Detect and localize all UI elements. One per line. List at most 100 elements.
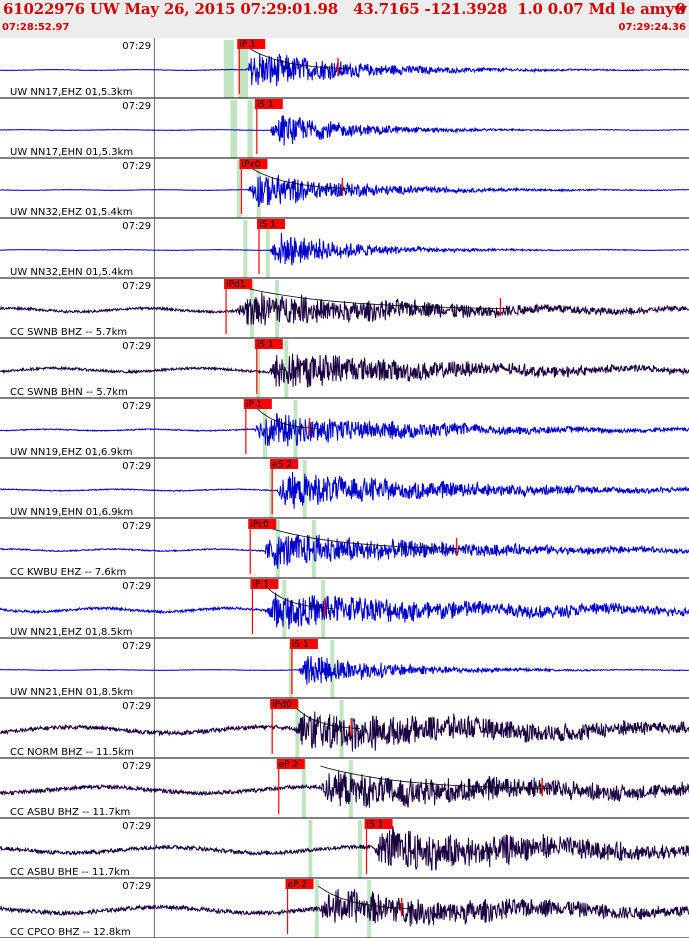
minute-tick-label: 07:29 <box>122 161 151 172</box>
station-label: UW NN19,EHN 01,6.9km <box>10 507 133 518</box>
pick-flag <box>364 819 393 829</box>
pick-flag <box>270 699 299 709</box>
coda-curve <box>318 885 411 909</box>
analysis-window <box>256 340 261 398</box>
pick-label: eP 2 <box>288 880 308 890</box>
minute-tick-label: 07:29 <box>122 761 151 772</box>
analysis-window <box>282 580 287 638</box>
pick-flag <box>254 99 283 109</box>
event-flag: 9 <box>675 0 686 18</box>
station-label: UW NN32,EHZ 01,5.4km <box>10 207 132 218</box>
station-label: UW NN19,EHZ 01,6.9km <box>10 447 132 458</box>
window-end-time: 07:29:24.36 <box>618 22 686 33</box>
analysis-window <box>288 640 293 698</box>
waveform-trace <box>0 711 689 752</box>
pick-label: iPx0 <box>241 160 260 170</box>
seismogram-plot[interactable]: 07:29 iP 1 UW NN17,EHZ 01,5.3km 07:29 iS 1 UW… <box>0 38 689 938</box>
trace-panel: 07:29 iS 1 UW NN21,EHN 01,8.5km <box>0 638 689 699</box>
analysis-window <box>308 820 313 878</box>
station-label: UW NN17,EHN 01,5.3km <box>10 147 133 158</box>
waveform-trace <box>0 232 689 266</box>
pick-flag <box>254 339 283 349</box>
minute-tick-label: 07:29 <box>122 521 151 532</box>
coda-curve <box>320 765 551 789</box>
minute-tick-label: 07:29 <box>122 641 151 652</box>
event-title: 61022976 UW May 26, 2015 07:29:01.98 43.… <box>3 0 689 18</box>
coda-curve <box>263 525 466 549</box>
trace-panel: 07:29 eP 2 CC ASBU BHZ -- 11.7km <box>0 758 689 819</box>
analysis-window <box>265 220 270 278</box>
pick-label: eS 2 <box>272 460 292 470</box>
station-label: CC NORM BHZ -- 11.5km <box>10 747 134 758</box>
minute-tick-label: 07:29 <box>122 821 151 832</box>
pick-flag <box>239 159 268 169</box>
analysis-window <box>269 460 274 518</box>
trace-panel: 07:29 iS 1 UW NN17,EHN 01,5.3km <box>0 98 689 159</box>
pick-flag <box>248 519 277 529</box>
pick-label: iS 1 <box>257 100 274 110</box>
pick-label: iP 1 <box>239 40 256 50</box>
analysis-window <box>284 340 289 398</box>
analysis-window <box>293 400 298 458</box>
station-label: CC SWNB BHN -- 5.7km <box>10 387 128 398</box>
station-label: CC KWBU EHZ -- 7.6km <box>10 567 126 578</box>
minute-tick-label: 07:29 <box>122 881 151 892</box>
analysis-window <box>357 820 362 878</box>
minute-tick-label: 07:29 <box>122 581 151 592</box>
event-header: 61022976 UW May 26, 2015 07:29:01.98 43.… <box>0 0 689 38</box>
pick-label: iS 1 <box>367 820 384 830</box>
station-label: UW NN21,EHN 01,8.5km <box>10 687 133 698</box>
minute-tick-label: 07:29 <box>122 401 151 412</box>
waveform-trace <box>0 534 689 569</box>
trace-panel: 07:29 eS 2 UW NN19,EHN 01,6.9km <box>0 458 689 519</box>
analysis-window <box>330 640 335 698</box>
minute-tick-label: 07:29 <box>122 341 151 352</box>
trace-panel: 07:29 iPd1 CC SWNB BHZ -- 5.7km <box>0 278 689 339</box>
waveform-trace <box>0 592 689 630</box>
coda-curve <box>237 285 510 309</box>
window-start-time: 07:28:52.97 <box>2 22 70 33</box>
station-label: CC ASBU BHZ -- 11.7km <box>10 807 130 818</box>
trace-panel: 07:29 iP 1 UW NN19,EHZ 01,6.9km <box>0 398 689 459</box>
minute-tick-label: 07:29 <box>122 701 151 712</box>
pick-label: iPd1 <box>226 280 245 290</box>
coda-curve <box>245 45 347 69</box>
trace-panel: 07:29 iPd0 CC NORM BHZ -- 11.5km <box>0 698 689 759</box>
analysis-window <box>230 100 238 158</box>
trace-panel: 07:29 iP 1 UW NN17,EHZ 01,5.3km <box>0 38 689 99</box>
pick-flag <box>257 219 286 229</box>
analysis-window <box>247 100 253 158</box>
analysis-window <box>238 40 249 98</box>
station-label: CC ASBU BHE -- 11.7km <box>10 867 130 878</box>
waveform-trace <box>0 53 689 87</box>
trace-panel: 07:29 iS 1 CC SWNB BHN -- 5.7km <box>0 338 689 399</box>
waveform-trace <box>0 770 689 808</box>
analysis-window <box>243 220 248 278</box>
pick-flag <box>276 759 305 769</box>
pick-flag <box>270 459 299 469</box>
pick-label: iPd0 <box>272 700 292 710</box>
waveform-trace <box>0 292 689 326</box>
trace-panel: 07:29 iP 1 UW NN21,EHZ 01,8.5km <box>0 578 689 639</box>
pick-flag <box>243 399 272 409</box>
pick-label: iS 1 <box>292 640 309 650</box>
analysis-window <box>223 40 234 98</box>
station-label: UW NN32,EHN 01,5.4km <box>10 267 133 278</box>
waveform-trace <box>0 412 689 447</box>
analysis-window <box>236 160 241 218</box>
minute-tick-label: 07:29 <box>122 461 151 472</box>
minute-tick-label: 07:29 <box>122 281 151 292</box>
coda-curve <box>254 405 319 429</box>
minute-tick-label: 07:29 <box>122 41 151 52</box>
pick-label: iS 1 <box>259 220 276 230</box>
trace-panel: 07:29 iPc0 CC KWBU EHZ -- 7.6km <box>0 518 689 579</box>
trace-panel: 07:29 eP 2 CC CPCO BHZ -- 12.8km <box>0 878 689 938</box>
analysis-window <box>275 520 280 578</box>
pick-label: eP 2 <box>279 760 299 770</box>
pick-flag <box>289 639 318 649</box>
pick-flag <box>237 39 266 49</box>
pick-label: iS 1 <box>257 340 274 350</box>
station-label: UW NN21,EHZ 01,8.5km <box>10 627 132 638</box>
pick-label: iPc0 <box>250 520 269 530</box>
minute-tick-label: 07:29 <box>122 221 151 232</box>
